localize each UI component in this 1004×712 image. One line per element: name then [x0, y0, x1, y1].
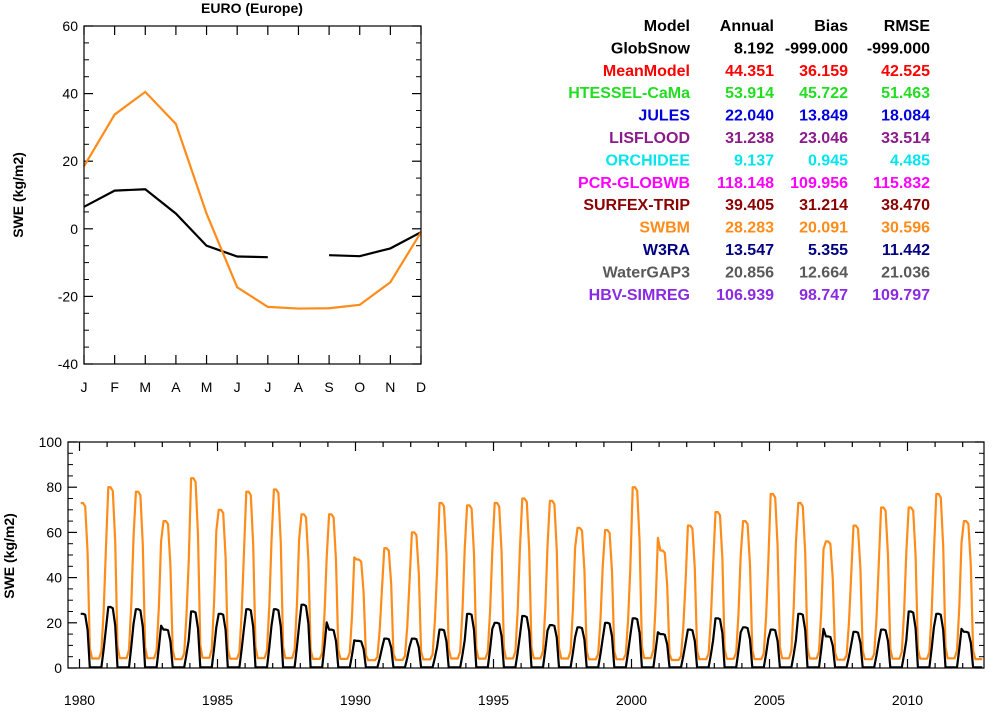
table-model-name: MeanModel [603, 63, 690, 80]
table-cell: 115.832 [873, 175, 930, 192]
x-tick-label: M [139, 379, 151, 395]
table-cell: 0.945 [808, 152, 848, 169]
y-tick-label: 60 [46, 524, 62, 540]
y-tick-label: 20 [62, 153, 78, 169]
top-y-axis-title: SWE (kg/m2) [10, 152, 26, 238]
table-cell: 9.137 [734, 152, 774, 169]
table-cell: 109.797 [872, 287, 930, 304]
y-tick-label: -40 [58, 356, 78, 372]
x-tick-label: 2000 [616, 692, 647, 708]
table-model-name: HTESSEL-CaMa [568, 85, 690, 102]
y-tick-label: 60 [62, 18, 78, 34]
timeseries-chart: SWE (kg/m2) 0 20 40 60 80 100 1980 1985 1990 1995… [1, 434, 985, 708]
timeseries-line-0 [80, 477, 983, 662]
table-cell: 31.214 [799, 197, 848, 214]
x-tick-label: J [81, 379, 88, 395]
table-cell: 20.091 [799, 220, 848, 237]
table-cell: 36.159 [799, 63, 848, 80]
table-cell: -999.000 [785, 40, 848, 57]
x-tick-label: 2005 [754, 692, 785, 708]
x-tick-label: A [171, 379, 181, 395]
table-model-name: W3RA [643, 242, 691, 259]
x-tick-label: S [324, 379, 333, 395]
table-cell: 11.442 [882, 242, 930, 259]
table-model-name: WaterGAP3 [603, 264, 691, 281]
table-cell: 118.148 [717, 175, 774, 192]
x-tick-label: J [234, 379, 241, 395]
table-cell: 45.722 [799, 85, 848, 102]
table-cell: 13.849 [799, 108, 848, 125]
x-tick-label: F [110, 379, 119, 395]
table-cell: 21.036 [881, 264, 930, 281]
table-cell: -999.000 [867, 40, 930, 57]
table-model-name: GlobSnow [611, 40, 691, 57]
table-cell: 13.547 [725, 242, 774, 259]
series-line-0 [83, 188, 268, 259]
table-header: Model [644, 18, 690, 35]
statistics-table: Model Annual Bias RMSE GlobSnow 8.192 -999.000… [568, 18, 930, 304]
table-model-name: PCR-GLOBWB [578, 175, 690, 192]
bottom-plot-frame [67, 441, 985, 669]
x-tick-label: 1985 [202, 692, 233, 708]
x-tick-label: J [264, 379, 271, 395]
table-cell: 33.514 [881, 130, 930, 147]
table-cell: 109.956 [790, 175, 848, 192]
x-tick-label: A [294, 379, 304, 395]
table-cell: 31.238 [725, 130, 774, 147]
table-cell: 44.351 [725, 63, 774, 80]
table-cell: 20.856 [725, 264, 774, 281]
x-tick-label: 2010 [892, 692, 923, 708]
table-model-name: SURFEX-TRIP [583, 197, 690, 214]
table-cell: 106.939 [716, 287, 774, 304]
table-cell: 51.463 [881, 85, 930, 102]
x-tick-label: N [385, 379, 395, 395]
top-plot-frame [83, 25, 422, 365]
y-tick-label: 20 [46, 615, 62, 631]
table-cell: 38.470 [881, 197, 930, 214]
y-tick-label: 0 [70, 221, 78, 237]
series-line-0 [329, 231, 422, 258]
y-tick-label: 40 [46, 570, 62, 586]
y-tick-label: 80 [46, 479, 62, 495]
series-line-1 [83, 90, 422, 310]
table-model-name: HBV-SIMREG [589, 287, 690, 304]
table-cell: 39.405 [725, 197, 774, 214]
x-tick-label: O [354, 379, 365, 395]
table-cell: 22.040 [725, 108, 774, 125]
y-tick-label: 100 [39, 434, 63, 450]
y-tick-label: -20 [58, 288, 78, 304]
table-cell: 8.192 [734, 40, 774, 57]
y-tick-label: 40 [62, 86, 78, 102]
table-cell: 42.525 [881, 63, 930, 80]
x-tick-label: M [201, 379, 213, 395]
table-header: Bias [814, 18, 848, 35]
x-tick-label: 1990 [340, 692, 371, 708]
table-model-name: ORCHIDEE [606, 152, 691, 169]
table-model-name: JULES [638, 108, 690, 125]
table-model-name: LISFLOOD [609, 130, 690, 147]
bottom-y-axis-title: SWE (kg/m2) [1, 513, 17, 599]
table-cell: 4.485 [890, 152, 930, 169]
monthly-climatology-chart: EURO (Europe) SWE (kg/m2) -40 -20 0 20 40 60 J… [10, 0, 426, 395]
chart-title: EURO (Europe) [201, 0, 303, 16]
table-cell: 23.046 [799, 130, 848, 147]
table-cell: 18.084 [881, 108, 930, 125]
x-tick-label: 1995 [478, 692, 509, 708]
timeseries-line-1 [80, 603, 983, 669]
table-model-name: SWBM [639, 220, 690, 237]
table-cell: 28.283 [725, 220, 774, 237]
table-header: Annual [720, 18, 774, 35]
x-tick-label: 1980 [64, 692, 95, 708]
table-cell: 30.596 [881, 220, 930, 237]
x-tick-label: D [416, 379, 426, 395]
y-tick-label: 0 [54, 660, 62, 676]
table-cell: 12.664 [799, 264, 848, 281]
table-cell: 5.355 [808, 242, 848, 259]
table-cell: 53.914 [725, 85, 774, 102]
table-header: RMSE [884, 18, 931, 35]
table-cell: 98.747 [799, 287, 848, 304]
